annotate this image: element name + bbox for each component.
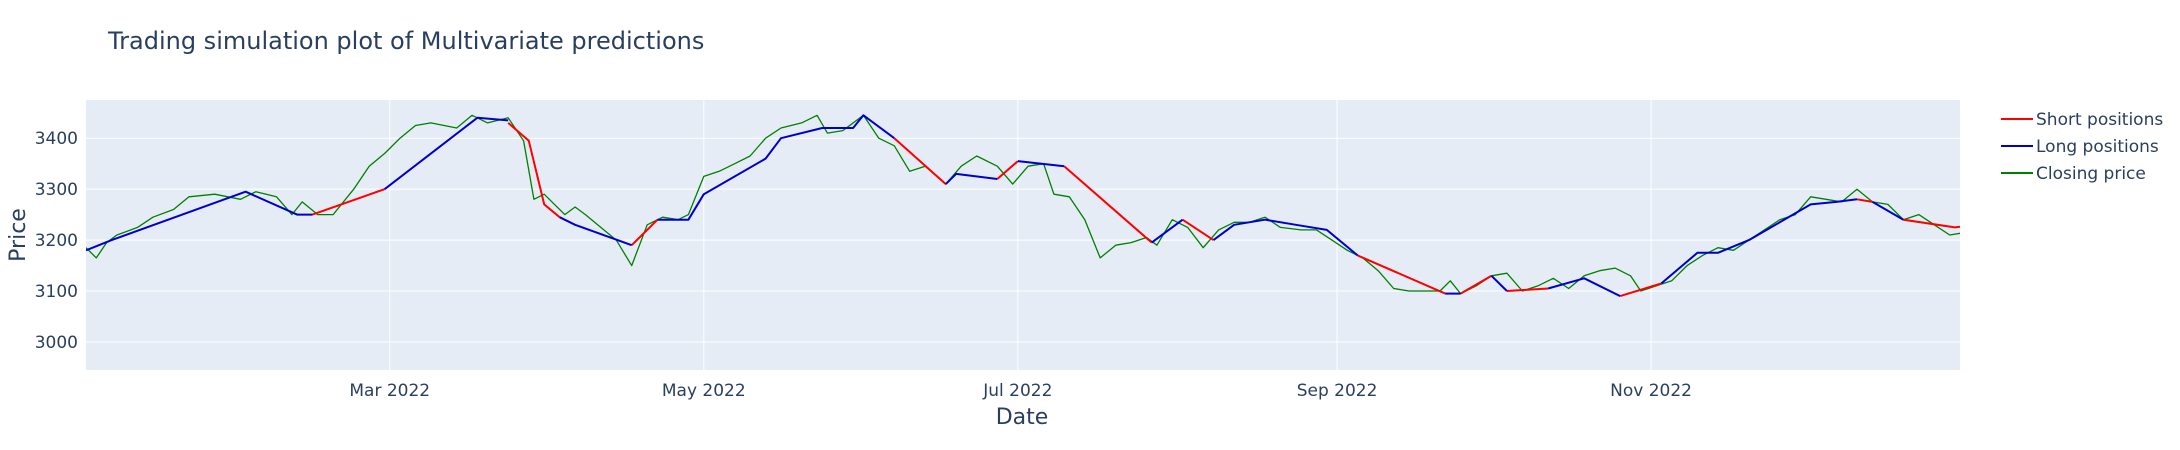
short-positions-segment xyxy=(1506,287,1549,292)
short-positions-segment xyxy=(996,160,1019,180)
series-layer xyxy=(86,114,2180,298)
legend-label: Short positions xyxy=(2036,110,2163,130)
long-positions-segment xyxy=(559,216,633,247)
short-positions-segment xyxy=(1856,198,1873,203)
legend[interactable]: Short positions Long positions Closing pri… xyxy=(2001,110,2163,184)
short-positions-segment xyxy=(1063,165,1153,244)
chart-title: Trading simulation plot of Multivariate … xyxy=(107,27,704,55)
long-positions-segment xyxy=(1151,218,1184,244)
long-positions-segment xyxy=(1975,207,2083,225)
long-positions-segment xyxy=(1017,160,1065,168)
legend-item-closing-price[interactable]: Closing price xyxy=(2001,164,2146,184)
y-tick-label: 3200 xyxy=(35,231,78,251)
y-tick-label: 3000 xyxy=(35,333,78,353)
y-tick-label: 3300 xyxy=(35,180,78,200)
x-tick-label: May 2022 xyxy=(662,381,746,401)
legend-item-short-positions[interactable]: Short positions xyxy=(2001,110,2163,130)
long-positions-segment xyxy=(383,116,509,190)
long-positions-segment xyxy=(1490,275,1508,292)
long-positions-segment xyxy=(2166,266,2180,286)
short-positions-segment xyxy=(507,122,561,218)
legend-label: Closing price xyxy=(2036,164,2146,184)
y-tick-label: 3400 xyxy=(35,129,78,149)
y-axis-title: Price xyxy=(6,208,31,262)
legend-item-long-positions[interactable]: Long positions xyxy=(2001,137,2159,157)
grid-lines xyxy=(86,100,1960,370)
short-positions-segment xyxy=(630,218,659,246)
short-positions-segment xyxy=(1182,218,1215,241)
long-positions-segment xyxy=(1660,198,1858,285)
x-tick-label: Jul 2022 xyxy=(982,381,1052,401)
long-positions-segment xyxy=(1212,218,1359,257)
long-positions-segment xyxy=(1872,201,1904,221)
x-axis-ticks: Mar 2022 May 2022 Jul 2022 Sep 2022 Nov 2022 xyxy=(349,381,1692,401)
plot-area xyxy=(86,100,1960,370)
short-positions-segment xyxy=(893,137,947,185)
long-positions-segment xyxy=(945,172,998,185)
short-positions-segment xyxy=(1460,274,1492,295)
short-positions-segment xyxy=(2084,210,2166,286)
y-tick-label: 3100 xyxy=(35,282,78,302)
long-positions-segment xyxy=(657,114,895,221)
long-positions-segment xyxy=(86,190,313,252)
long-positions-segment xyxy=(1547,277,1621,297)
y-axis-ticks: 3000 3100 3200 3300 3400 xyxy=(35,129,78,353)
short-positions-segment xyxy=(1619,282,1662,298)
x-tick-label: Mar 2022 xyxy=(349,381,430,401)
x-tick-label: Nov 2022 xyxy=(1610,381,1692,401)
x-tick-label: Sep 2022 xyxy=(1297,381,1378,401)
x-axis-title: Date xyxy=(996,405,1049,430)
legend-label: Long positions xyxy=(2036,137,2159,157)
short-positions-segment xyxy=(1903,218,1960,229)
short-positions-segment xyxy=(1357,254,1446,295)
short-positions-segment xyxy=(312,188,385,216)
